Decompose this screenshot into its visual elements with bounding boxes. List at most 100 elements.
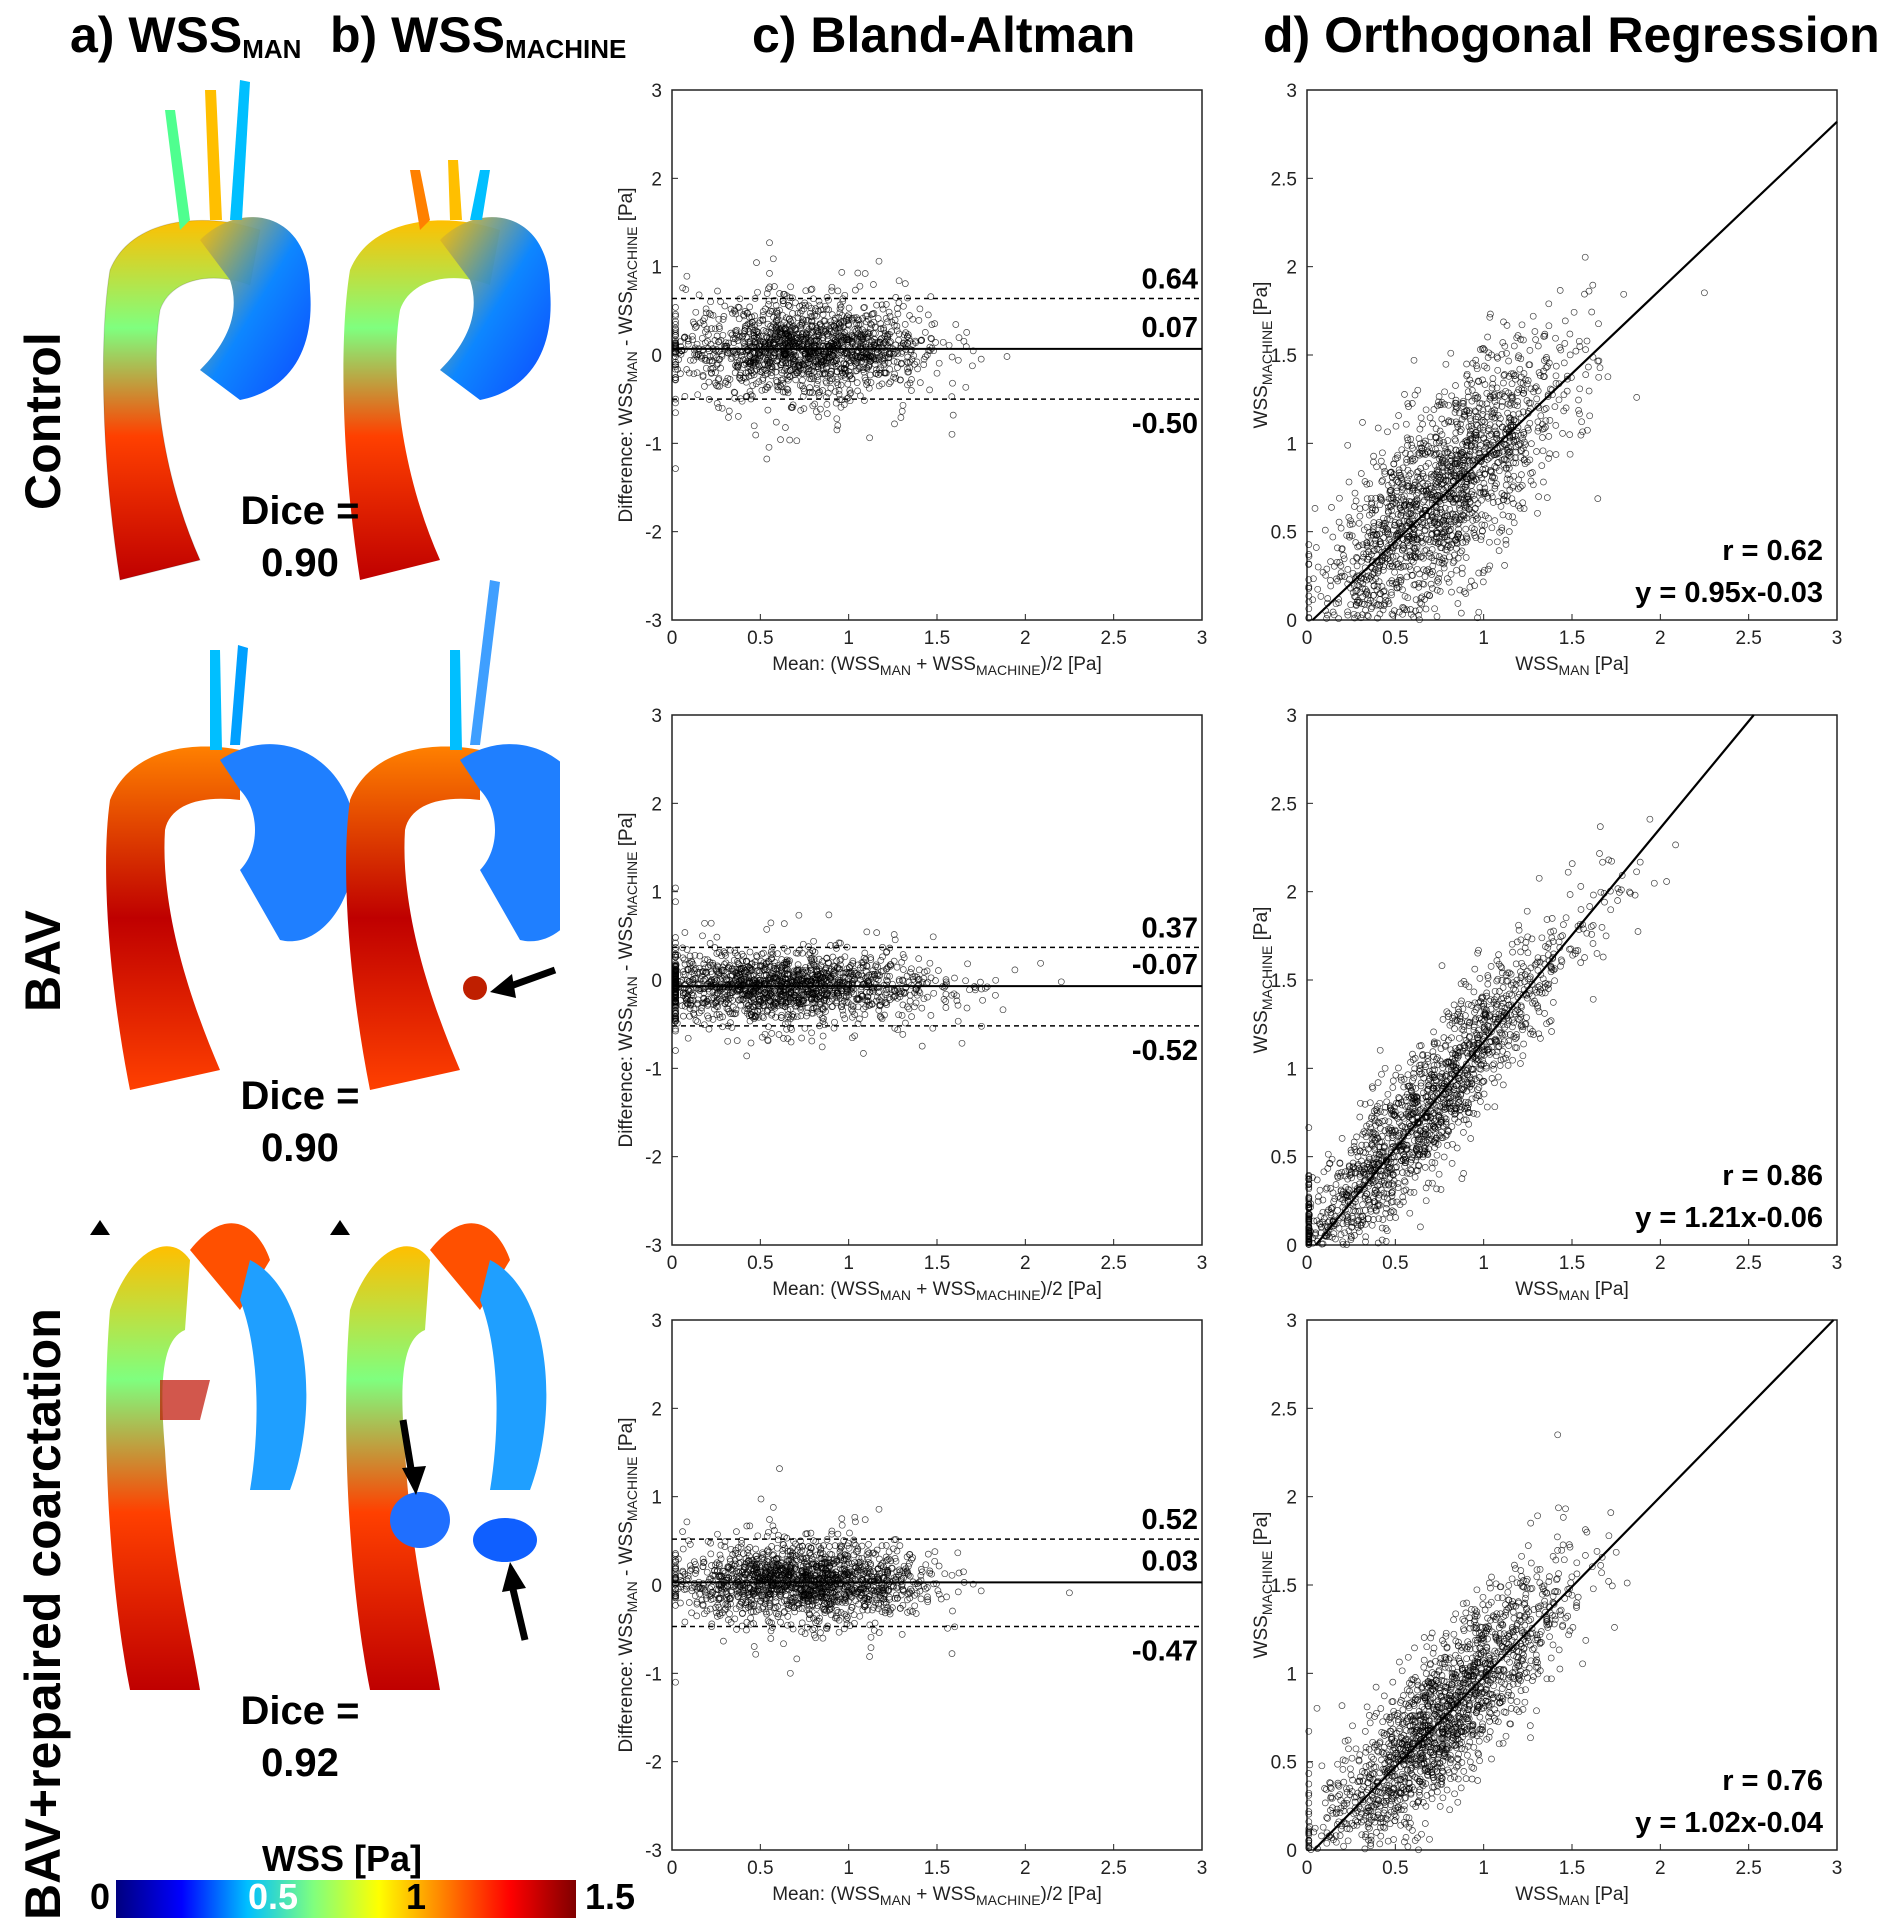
data-point xyxy=(1464,493,1471,500)
data-point xyxy=(1484,354,1492,361)
data-point xyxy=(722,998,730,1005)
data-point xyxy=(1483,400,1491,408)
data-point xyxy=(764,994,772,1001)
data-point xyxy=(1498,490,1506,497)
data-point xyxy=(1479,376,1486,384)
data-point xyxy=(725,414,732,421)
data-point xyxy=(1456,586,1464,594)
data-point xyxy=(765,958,773,966)
data-point xyxy=(1419,470,1427,478)
data-point xyxy=(1392,455,1399,463)
data-point xyxy=(1584,426,1591,434)
data-point xyxy=(887,961,895,968)
data-point xyxy=(1305,598,1313,606)
data-point xyxy=(1529,469,1536,476)
data-point xyxy=(1498,403,1506,410)
data-point xyxy=(1435,578,1442,586)
data-point xyxy=(839,969,847,977)
data-point xyxy=(678,347,686,355)
data-point xyxy=(1372,506,1379,514)
data-point xyxy=(1473,413,1480,421)
data-point xyxy=(1501,371,1508,378)
data-point xyxy=(1498,423,1506,431)
data-point xyxy=(735,333,743,341)
data-point xyxy=(819,337,827,344)
data-point xyxy=(1394,451,1401,459)
data-point xyxy=(1433,439,1440,447)
data-point xyxy=(1443,533,1451,540)
data-point xyxy=(1448,496,1456,504)
data-point xyxy=(1312,544,1320,551)
x-tick-label: 0 xyxy=(1302,628,1313,649)
data-point xyxy=(924,993,931,1001)
data-point xyxy=(1547,385,1554,393)
data-point xyxy=(794,967,802,974)
data-point xyxy=(840,992,848,1000)
data-point xyxy=(1526,347,1534,354)
data-point xyxy=(1515,410,1523,418)
data-point xyxy=(1484,565,1492,573)
data-point xyxy=(797,1012,805,1020)
data-point xyxy=(890,350,898,358)
data-point xyxy=(1463,441,1471,449)
data-point xyxy=(717,997,725,1005)
data-point xyxy=(882,369,890,377)
data-point xyxy=(1436,401,1444,409)
data-point xyxy=(729,309,736,317)
data-point xyxy=(801,1024,809,1032)
data-point xyxy=(1367,573,1375,581)
data-point xyxy=(1501,562,1508,569)
data-point xyxy=(754,288,761,296)
data-point xyxy=(1499,339,1507,346)
data-point xyxy=(756,317,764,324)
data-point xyxy=(848,375,856,383)
data-point xyxy=(1539,434,1546,441)
data-point xyxy=(1353,587,1361,594)
data-point xyxy=(838,269,846,276)
data-point xyxy=(1476,449,1484,457)
data-point xyxy=(672,361,679,369)
data-point xyxy=(1404,441,1411,449)
data-point xyxy=(887,378,894,386)
data-point xyxy=(813,963,821,970)
data-point xyxy=(1363,539,1371,547)
data-point xyxy=(883,964,891,972)
data-point xyxy=(818,358,826,366)
data-point xyxy=(807,329,815,337)
data-point xyxy=(742,369,750,377)
data-point xyxy=(1439,455,1447,463)
data-point xyxy=(1346,533,1353,541)
data-point xyxy=(782,314,790,322)
data-point xyxy=(756,1006,764,1013)
data-point xyxy=(750,332,758,339)
data-point xyxy=(897,376,904,384)
data-point xyxy=(1519,379,1527,387)
data-point xyxy=(1476,456,1484,464)
data-point xyxy=(1460,410,1468,418)
data-point xyxy=(672,965,679,973)
data-point xyxy=(1455,486,1463,494)
data-point xyxy=(1449,559,1457,567)
data-point xyxy=(730,956,738,964)
data-point xyxy=(1408,442,1416,449)
data-point xyxy=(1421,527,1429,535)
data-point xyxy=(1411,456,1419,463)
y-tick-label: -2 xyxy=(645,1148,662,1169)
data-point xyxy=(1400,496,1408,503)
data-point xyxy=(672,1001,679,1008)
data-point xyxy=(1506,414,1514,422)
data-point xyxy=(747,391,755,399)
data-point xyxy=(764,406,772,414)
data-point xyxy=(810,1004,818,1012)
data-point xyxy=(1324,611,1331,619)
data-point xyxy=(1430,490,1438,497)
data-point xyxy=(1398,446,1406,454)
data-point xyxy=(1378,497,1386,504)
data-point xyxy=(834,287,842,295)
data-point xyxy=(787,989,795,997)
data-point xyxy=(926,386,933,394)
data-point xyxy=(1488,524,1496,532)
data-point xyxy=(1478,496,1485,504)
data-point xyxy=(1416,606,1423,614)
data-point xyxy=(1370,458,1377,466)
